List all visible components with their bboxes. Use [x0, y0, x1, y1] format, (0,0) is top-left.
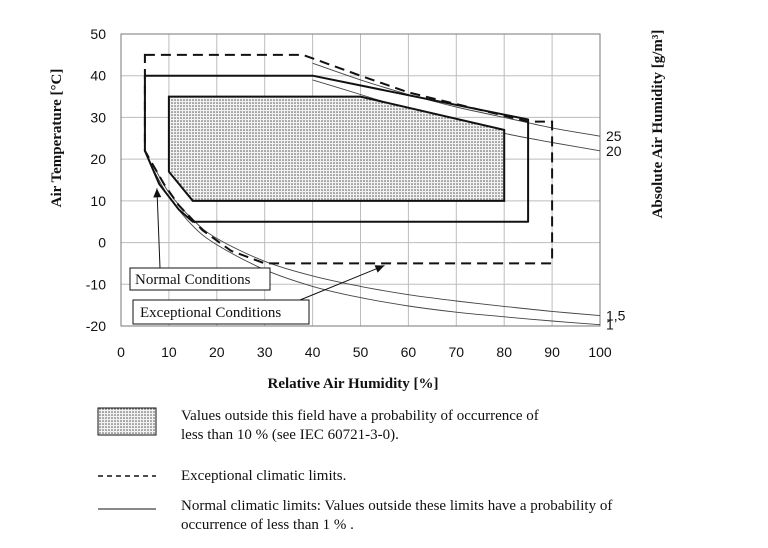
x-tick-label: 10 — [161, 344, 177, 360]
y-tick-label: 20 — [90, 151, 106, 167]
humidity-curve-label: 1,5 — [606, 308, 626, 324]
humidity-curve-label: 20 — [606, 143, 622, 159]
x-tick-label: 30 — [257, 344, 273, 360]
legend-dashed-line1: Exceptional climatic limits. — [181, 468, 347, 484]
legend-swatch-dotted — [97, 407, 157, 436]
y-axis-title: Air Temperature [°C] — [49, 69, 65, 208]
legend-dotted-line1: Values outside this field have a probabi… — [181, 408, 539, 424]
x-tick-label: 80 — [496, 344, 512, 360]
plot-frame — [120, 33, 601, 327]
humidity-curve-label: 1 — [606, 317, 614, 333]
x-tick-label: 100 — [588, 344, 612, 360]
x-tick-label: 70 — [449, 344, 465, 360]
humidity-curve-label: 25 — [606, 128, 622, 144]
normal-limit-boundary — [143, 74, 530, 223]
x-tick-label: 0 — [117, 344, 125, 360]
y-tick-label: 0 — [98, 235, 106, 251]
legend-solid-line1: Normal climatic limits: Values outside t… — [181, 498, 613, 514]
annotation-arrowhead — [374, 265, 385, 273]
legend-entry-solid: Normal climatic limits: Values outside t… — [181, 497, 741, 535]
annotation-leader — [156, 188, 161, 269]
annotation-box — [129, 267, 271, 291]
y-tick-label: 10 — [90, 193, 106, 209]
humidity-curve-1 — [154, 171, 601, 326]
legend-entry-dotted: Values outside this field have a probabi… — [181, 407, 741, 445]
y-tick-label: -20 — [86, 318, 106, 334]
annotation-arrowhead — [153, 188, 162, 198]
x-tick-label: 60 — [401, 344, 417, 360]
y2-axis-title: Absolute Air Humidity [g/m³] — [650, 30, 666, 219]
annotation-label: Normal Conditions — [135, 272, 251, 288]
x-tick-label: 90 — [544, 344, 560, 360]
x-tick-label: 50 — [353, 344, 369, 360]
x-tick-label: 20 — [209, 344, 225, 360]
x-axis-title: Relative Air Humidity [%] — [268, 376, 439, 392]
x-tick-label: 40 — [305, 344, 321, 360]
legend-entry-dashed: Exceptional climatic limits. — [181, 467, 741, 486]
y-tick-label: 40 — [90, 68, 106, 84]
legend-solid-line2: occurrence of less than 1 % . — [181, 517, 354, 533]
y-tick-label: 50 — [90, 26, 106, 42]
y-tick-label: -10 — [86, 276, 106, 292]
annotation-label: Exceptional Conditions — [140, 305, 281, 321]
exceptional-limit-boundary — [143, 53, 554, 265]
dotted-field-region — [167, 95, 506, 202]
annotation-leader — [299, 265, 385, 301]
annotation-box — [132, 299, 310, 325]
legend-dotted-line2: less than 10 % (see IEC 60721-3-0). — [181, 427, 399, 443]
y-tick-label: 30 — [90, 109, 106, 125]
